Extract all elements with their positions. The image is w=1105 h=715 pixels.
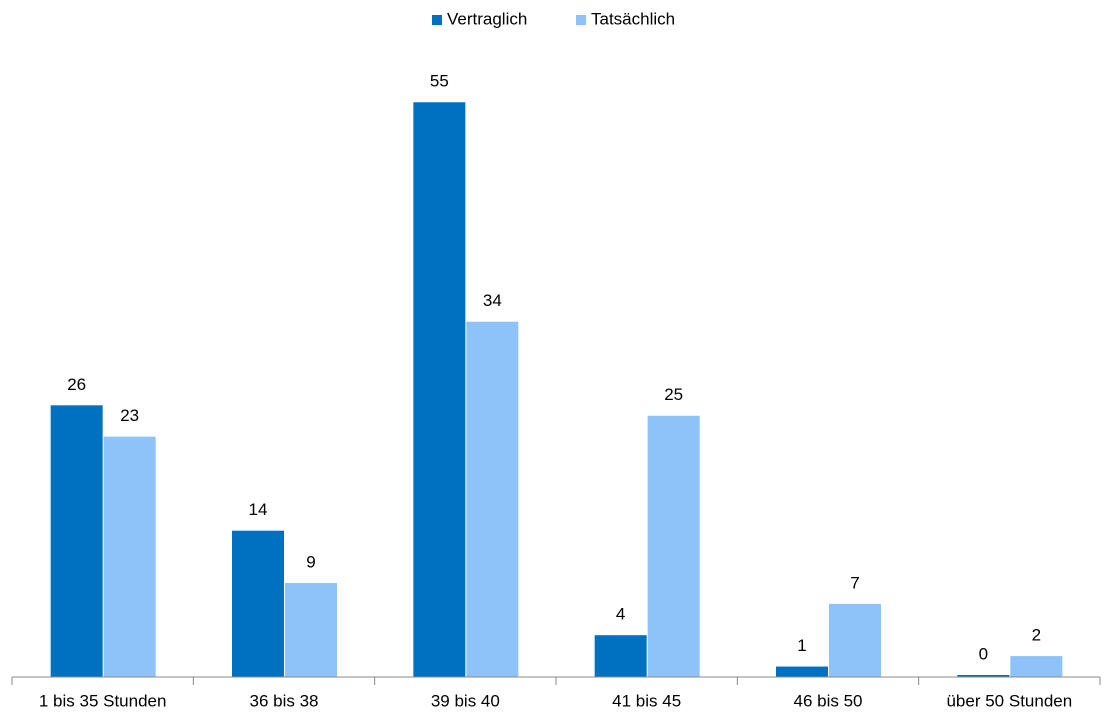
data-label: 1	[797, 636, 806, 655]
data-label: 0	[979, 644, 988, 663]
data-label: 23	[120, 406, 139, 425]
legend-swatch	[432, 15, 442, 25]
bar	[776, 666, 828, 677]
bar	[594, 635, 647, 677]
x-tick-label: 39 bis 40	[431, 691, 500, 710]
data-label: 25	[664, 385, 683, 404]
data-label: 4	[616, 605, 625, 624]
bar	[232, 530, 284, 677]
x-tick-label: 46 bis 50	[794, 691, 863, 710]
x-tick-label: 41 bis 45	[612, 691, 681, 710]
legend-swatch	[576, 15, 586, 25]
bar	[466, 321, 519, 677]
data-label: 2	[1032, 626, 1041, 645]
data-label: 26	[67, 375, 86, 394]
bar	[285, 582, 337, 677]
x-tick-label: 1 bis 35 Stunden	[39, 691, 167, 710]
bar	[413, 102, 466, 677]
data-label: 55	[430, 72, 449, 91]
x-tick-label: 36 bis 38	[250, 691, 319, 710]
bar	[50, 405, 103, 677]
x-tick-label: über 50 Stunden	[946, 691, 1072, 710]
legend-label: Tatsächlich	[591, 9, 675, 28]
data-label: 9	[306, 552, 315, 571]
data-label: 34	[483, 291, 502, 310]
bar	[1010, 656, 1063, 677]
legend-label: Vertraglich	[447, 9, 527, 28]
bar	[647, 415, 700, 677]
data-label: 14	[249, 500, 268, 519]
bar	[957, 675, 1010, 677]
bar	[829, 603, 881, 677]
bar	[103, 436, 156, 677]
data-label: 7	[850, 573, 859, 592]
